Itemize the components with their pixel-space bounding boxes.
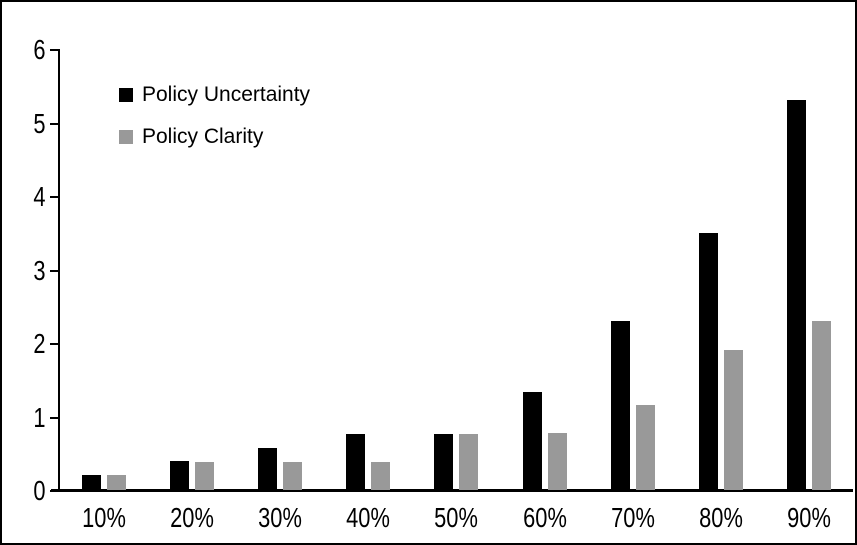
y-tick-label: 1 [33,401,46,433]
bar-policy-clarity-60% [547,433,567,490]
y-tick-label: 6 [33,34,46,65]
y-tick-label: 5 [33,107,46,139]
bar-group-60% [501,50,589,490]
bar-group-30% [236,50,324,490]
x-tick-label-50%: 50% [434,502,479,533]
bar-group-90% [765,50,853,490]
legend: Policy Uncertainty Policy Clarity [119,84,310,148]
bar-group-40% [324,50,412,490]
bar-group-10% [60,50,148,490]
bar-policy-clarity-70% [635,405,655,490]
y-tick-mark [50,490,60,492]
x-tick-label-60%: 60% [522,502,567,533]
y-tick-label: 2 [33,328,46,359]
y-tick-mark [50,416,60,419]
x-tick-label-90%: 90% [787,502,831,533]
legend-label-policy-clarity: Policy Clarity [142,125,264,148]
x-tick-label-30%: 30% [258,502,303,533]
legend-item-policy-uncertainty: Policy Uncertainty [119,84,310,106]
x-tick-label-10%: 10% [82,502,126,533]
bar-policy-uncertainty-60% [522,392,542,490]
x-tick-label-70%: 70% [610,502,655,533]
bar-policy-uncertainty-90% [786,100,806,490]
y-tick-label: 4 [33,181,46,212]
bar-policy-clarity-20% [195,462,215,490]
bar-policy-uncertainty-20% [170,460,190,490]
bar-group-70% [589,50,677,490]
legend-swatch-policy-uncertainty [119,88,133,102]
legend-label-policy-uncertainty: Policy Uncertainty [142,83,311,106]
bar-policy-clarity-50% [459,434,479,490]
y-tick-label: 0 [33,475,46,506]
x-axis-labels: 10% 20% 30% 40% 50% 60% 70% 80% 90% [60,503,853,533]
bar-policy-uncertainty-40% [346,434,366,490]
plot-area [60,50,853,490]
y-tick-mark [50,269,60,272]
bar-policy-uncertainty-70% [610,320,630,490]
bar-policy-clarity-30% [283,462,303,490]
bar-policy-uncertainty-30% [258,448,278,490]
bar-group-50% [412,50,500,490]
bar-policy-clarity-90% [811,320,831,490]
legend-item-policy-clarity: Policy Clarity [119,126,310,148]
y-tick-mark [50,196,60,198]
y-tick-mark [50,122,60,125]
bar-policy-clarity-40% [371,462,391,490]
bar-policy-clarity-80% [723,350,743,490]
x-axis-line [51,489,853,492]
bar-policy-uncertainty-80% [698,232,718,490]
bar-group-80% [677,50,765,490]
bar-policy-uncertainty-50% [434,434,454,490]
y-tick-label: 3 [33,254,46,286]
x-tick-label-40%: 40% [346,502,391,533]
bar-policy-clarity-10% [107,475,127,490]
y-tick-mark [50,49,60,51]
x-tick-label-80%: 80% [698,502,743,533]
x-tick-label-20%: 20% [170,502,215,533]
y-tick-mark [50,343,60,345]
bar-group-20% [148,50,236,490]
legend-swatch-policy-clarity [119,130,133,144]
bar-policy-uncertainty-10% [82,475,102,490]
